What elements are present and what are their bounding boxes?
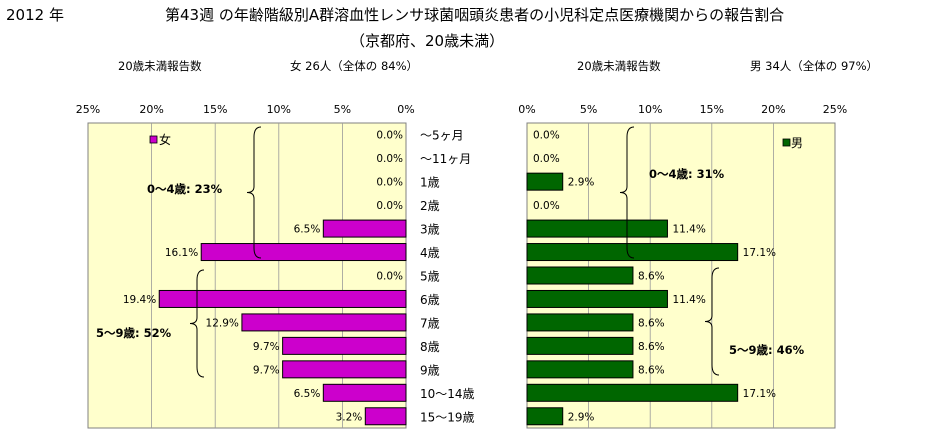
male-value-label: 0.0% <box>533 130 560 142</box>
male-value-label: 0.0% <box>533 153 560 165</box>
female-bar <box>241 313 407 332</box>
male-bar <box>526 313 634 332</box>
category-label: 7歳 <box>420 316 440 330</box>
male-value-label: 17.1% <box>743 388 776 400</box>
male-value-label: 11.4% <box>672 294 705 306</box>
male-bar <box>526 407 564 426</box>
female-value-label: 0.0% <box>376 177 403 189</box>
female-bracket-label-0-4: 0〜4歳: 23% <box>147 182 223 196</box>
male-value-label: 8.6% <box>638 317 665 329</box>
male-bracket-label-5-9: 5〜9歳: 46% <box>729 343 805 357</box>
male-bar <box>526 243 739 262</box>
category-label: 4歳 <box>420 246 440 260</box>
chart-title: 第43週 の年齢階級別A群溶血性レンサ球菌咽頭炎患者の小児科定点医療機関からの報… <box>165 6 785 24</box>
female-bracket-label-5-9: 5〜9歳: 52% <box>96 326 172 340</box>
female-bar <box>158 289 407 308</box>
female-bar <box>322 383 407 402</box>
female-x-tick-label: 20% <box>139 103 163 116</box>
female-value-label: 19.4% <box>123 294 156 306</box>
female-bar <box>282 336 407 355</box>
female-plot-area <box>87 122 407 429</box>
male-x-tick-label: 25% <box>823 103 847 116</box>
year-label: 2012 年 <box>6 6 64 24</box>
female-bar <box>364 407 407 426</box>
category-label: 2歳 <box>420 199 440 213</box>
female-value-label: 3.2% <box>336 411 363 423</box>
male-bar <box>526 383 739 402</box>
category-label: 10〜14歳 <box>420 387 475 401</box>
male-value-label: 2.9% <box>568 177 595 189</box>
male-bar <box>526 336 634 355</box>
male-x-tick-label: 10% <box>638 103 662 116</box>
female-value-label: 16.1% <box>165 247 198 259</box>
male-bracket-0-4 <box>619 126 635 259</box>
male-value-label: 8.6% <box>638 271 665 283</box>
female-value-label: 0.0% <box>376 130 403 142</box>
female-bar <box>322 219 407 238</box>
male-value-label: 8.6% <box>638 341 665 353</box>
category-label: 〜11ヶ月 <box>420 152 471 166</box>
female-bracket-0-4 <box>246 126 262 259</box>
male-bar <box>526 219 668 238</box>
male-bar <box>526 289 668 308</box>
female-bar <box>200 243 407 262</box>
male-value-label: 0.0% <box>533 200 560 212</box>
male-bar <box>526 360 634 379</box>
female-value-label: 6.5% <box>294 388 321 400</box>
female-x-tick-label: 0% <box>397 103 414 116</box>
male-bar <box>526 172 564 191</box>
male-x-tick-label: 0% <box>518 103 535 116</box>
male-subtitle-right: 男 34人（全体の 97%） <box>750 59 879 73</box>
category-label: 〜5ヶ月 <box>420 129 464 143</box>
male-bar <box>526 266 634 285</box>
female-value-label: 9.7% <box>253 341 280 353</box>
female-x-tick-label: 15% <box>203 103 227 116</box>
male-bracket-5-9 <box>704 267 720 376</box>
male-x-tick-label: 5% <box>580 103 597 116</box>
male-value-label: 11.4% <box>672 224 705 236</box>
male-x-tick-label: 20% <box>761 103 785 116</box>
female-subtitle-left: 20歳未満報告数 <box>118 59 202 73</box>
female-legend-label: 女 <box>159 132 171 147</box>
male-bracket-label-0-4: 0〜4歳: 31% <box>649 167 725 181</box>
male-legend-label: 男 <box>791 136 803 150</box>
male-value-label: 17.1% <box>743 247 776 259</box>
female-legend-swatch <box>149 135 158 144</box>
male-legend-swatch <box>782 138 791 147</box>
male-value-label: 2.9% <box>568 411 595 423</box>
chart-subtitle: （京都府、20歳未満） <box>350 32 505 50</box>
category-label: 15〜19歳 <box>420 410 475 424</box>
male-value-label: 8.6% <box>638 364 665 376</box>
female-x-tick-label: 5% <box>334 103 351 116</box>
female-value-label: 12.9% <box>206 317 239 329</box>
female-x-tick-label: 25% <box>76 103 100 116</box>
female-value-label: 0.0% <box>376 271 403 283</box>
category-label: 9歳 <box>420 363 440 377</box>
male-x-tick-label: 15% <box>700 103 724 116</box>
category-label: 3歳 <box>420 223 440 237</box>
female-value-label: 0.0% <box>376 200 403 212</box>
category-label: 5歳 <box>420 270 440 284</box>
female-x-tick-label: 10% <box>267 103 291 116</box>
female-bar <box>282 360 407 379</box>
female-value-label: 6.5% <box>294 224 321 236</box>
female-subtitle-right: 女 26人（全体の 84%） <box>290 59 419 73</box>
male-subtitle-left: 20歳未満報告数 <box>577 59 661 73</box>
category-label: 8歳 <box>420 340 440 354</box>
female-value-label: 9.7% <box>253 364 280 376</box>
category-label: 6歳 <box>420 293 440 307</box>
female-value-label: 0.0% <box>376 153 403 165</box>
female-bracket-5-9 <box>189 269 205 378</box>
category-label: 1歳 <box>420 176 440 190</box>
